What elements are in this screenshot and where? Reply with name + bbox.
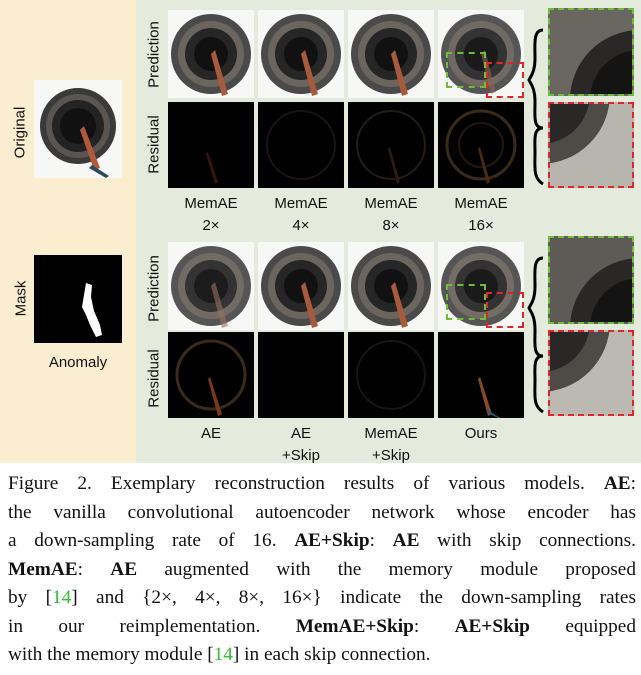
top-residual-memae-8x xyxy=(348,102,434,188)
top-prediction-memae-4x xyxy=(258,10,344,98)
bottom-crop-box-red xyxy=(486,292,524,328)
figure-caption: Figure 2. Exemplary reconstruction resul… xyxy=(8,470,636,670)
caption-line-5: by [14] and {2×, 4×, 8×, 16×} indicate t… xyxy=(8,587,636,608)
bottom-col-label-ours: Ours xyxy=(464,425,498,442)
caption-line-1: Figure 2. Exemplary reconstruction resul… xyxy=(8,473,636,494)
caption-line-6: in our reimplementation. MemAE+Skip: AE+… xyxy=(8,615,636,637)
mask-image xyxy=(34,255,122,343)
bottom-zoom-red xyxy=(470,252,634,416)
caption-line-3: a down-sampling rate of 16. AE+Skip: AE … xyxy=(8,530,636,551)
top-residual-memae-2x xyxy=(168,102,254,188)
top-residual-memae-16x xyxy=(438,102,524,188)
bottom-prediction-ours xyxy=(438,242,524,330)
top-prediction-memae-8x xyxy=(348,10,434,98)
bottom-prediction-ae xyxy=(168,242,254,330)
top-brace-icon xyxy=(527,28,544,186)
top-prediction-memae-16x xyxy=(438,10,524,98)
bottom-residual-ae xyxy=(168,332,254,418)
bottom-residual-ours xyxy=(438,332,524,418)
bottom-col-label-ae: AE xyxy=(200,425,221,442)
original-image xyxy=(34,80,122,178)
bottom-col-label-memae-skip: MemAE +Skip xyxy=(364,425,418,464)
bottom-prediction-label: Prediction xyxy=(145,255,163,322)
top-prediction-memae-2x xyxy=(168,10,254,98)
top-col-label-memae-4x: MemAE 4× xyxy=(274,195,328,234)
bottom-residual-label: Residual xyxy=(145,349,163,408)
top-zoom-green xyxy=(548,8,641,170)
bottom-residual-memae-skip xyxy=(348,332,434,418)
top-prediction-label: Prediction xyxy=(145,21,163,88)
bottom-crop-box-green xyxy=(446,284,486,320)
top-crop-box-green xyxy=(446,52,486,88)
citation-link[interactable]: 14 xyxy=(52,587,72,608)
bottom-prediction-memae-skip xyxy=(348,242,434,330)
bottom-residual-ae-skip xyxy=(258,332,344,418)
mask-label: Mask xyxy=(12,280,30,317)
bottom-col-label-ae-skip: AE +Skip xyxy=(282,425,320,464)
bottom-brace-icon xyxy=(527,256,544,414)
top-col-label-memae-16x: MemAE 16× xyxy=(454,195,508,234)
caption-line-4: MemAE: AE augmented with the memory modu… xyxy=(8,558,636,580)
citation-link[interactable]: 14 xyxy=(213,644,233,665)
top-residual-label: Residual xyxy=(145,115,163,174)
top-zoom-red xyxy=(470,24,634,188)
bottom-prediction-ae-skip xyxy=(258,242,344,330)
top-crop-box-red xyxy=(486,62,524,98)
original-label: Original xyxy=(11,106,29,159)
left-panel-original-mask xyxy=(0,0,136,463)
top-col-label-memae-2x: MemAE 2× xyxy=(184,195,238,234)
top-residual-memae-4x xyxy=(258,102,344,188)
caption-line-2: the vanilla convolutional autoencoder ne… xyxy=(8,501,636,523)
caption-line-7: with the memory module [14] in each skip… xyxy=(8,644,431,665)
top-col-label-memae-8x: MemAE 8× xyxy=(364,195,418,234)
bottom-zoom-green xyxy=(548,236,641,398)
anomaly-label: Anomaly xyxy=(48,354,108,371)
